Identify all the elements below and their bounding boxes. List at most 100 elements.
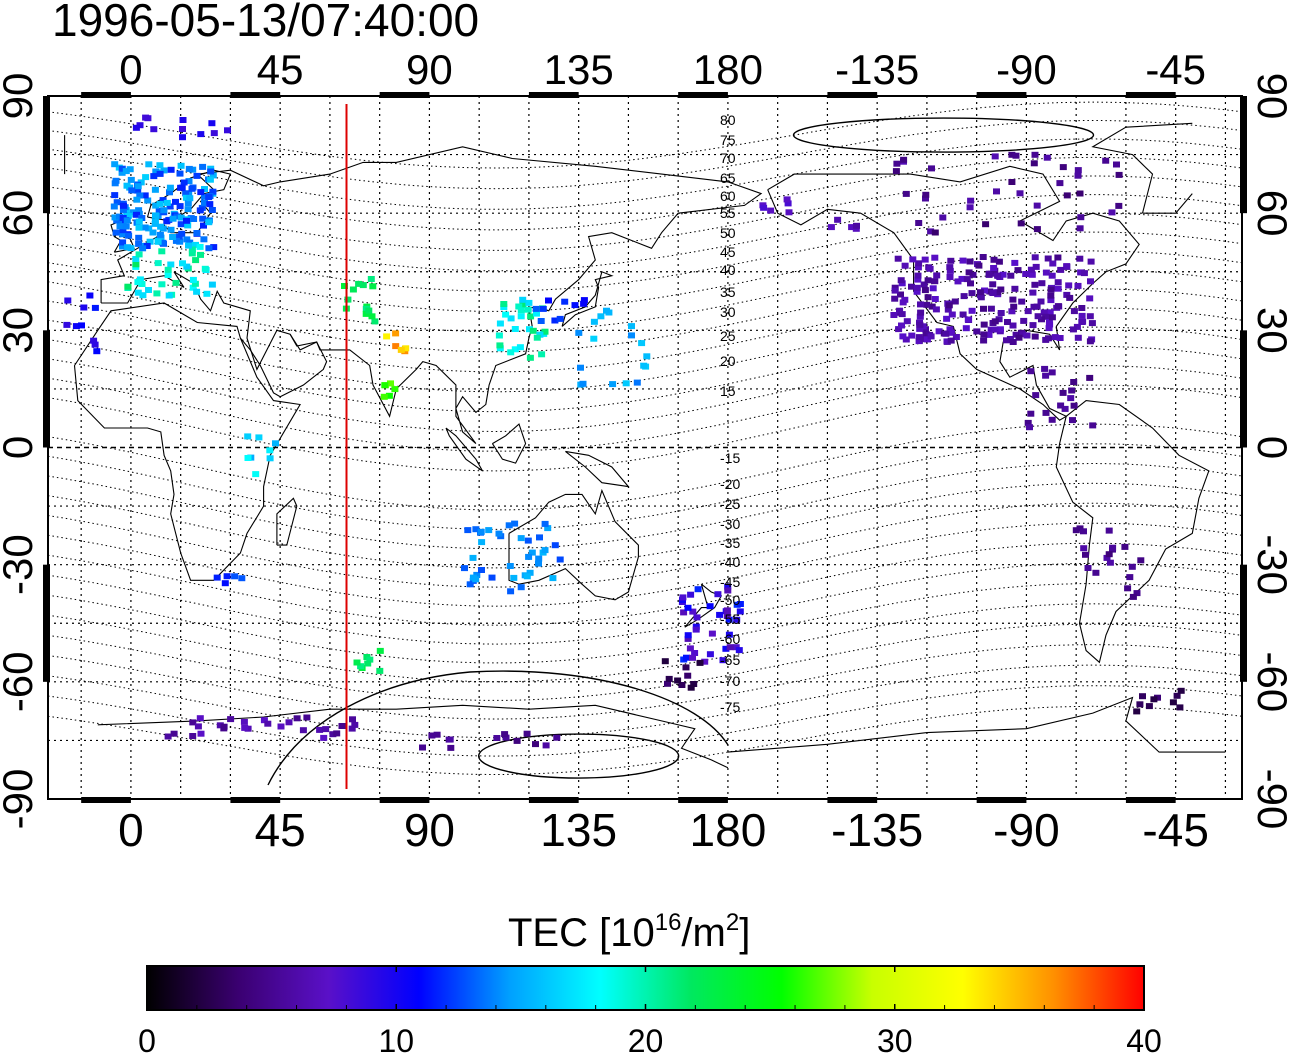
- tec-point: [172, 198, 179, 205]
- tec-point: [113, 199, 121, 206]
- tec-point: [1074, 334, 1082, 341]
- tec-point: [193, 172, 201, 179]
- tec-point: [1082, 551, 1089, 558]
- tec-point: [118, 165, 126, 172]
- coastline-path: [445, 427, 483, 472]
- tec-point: [962, 325, 970, 332]
- tec-point: [931, 278, 939, 285]
- tec-point: [136, 192, 144, 199]
- tec-point: [178, 230, 186, 237]
- tec-point: [1115, 202, 1123, 209]
- magnetic-latitude-contours: [47, 101, 1243, 786]
- tec-point: [1008, 151, 1016, 158]
- tec-point: [166, 184, 174, 191]
- tec-point: [1047, 286, 1055, 293]
- tec-point: [1061, 405, 1069, 412]
- tec-point: [1150, 696, 1158, 703]
- tec-point: [205, 219, 213, 226]
- tec-point: [466, 581, 474, 588]
- contour-label: 80: [720, 112, 736, 128]
- tec-point: [136, 122, 144, 129]
- tec-point: [517, 307, 525, 314]
- tec-point: [185, 165, 193, 172]
- tec-point: [179, 260, 186, 267]
- tec-point: [900, 156, 908, 163]
- tec-point: [932, 306, 940, 313]
- tec-point: [638, 340, 646, 347]
- tec-point: [924, 277, 932, 284]
- tec-point: [154, 238, 162, 245]
- tec-point: [1065, 282, 1073, 289]
- tec-point: [1009, 296, 1017, 303]
- tec-point: [157, 223, 165, 230]
- frame-band-top: [976, 92, 1027, 98]
- tec-point: [917, 309, 925, 316]
- tec-point: [980, 337, 988, 344]
- tec-point: [1056, 335, 1064, 341]
- tec-point: [223, 573, 231, 580]
- right-latitude-tick-label: -60: [1249, 651, 1292, 712]
- tec-point: [1086, 374, 1094, 381]
- tec-point: [967, 280, 974, 287]
- tec-point: [525, 299, 533, 306]
- tec-point: [902, 190, 910, 197]
- left-latitude-tick-label: 90: [0, 73, 41, 120]
- tec-point: [628, 332, 635, 339]
- tec-point: [640, 362, 648, 369]
- tec-point: [1074, 172, 1082, 179]
- tec-point: [200, 236, 208, 243]
- tec-point: [723, 613, 731, 619]
- tec-point: [528, 549, 536, 556]
- tec-point: [1129, 593, 1137, 600]
- tec-point: [143, 243, 151, 249]
- tec-point: [119, 206, 127, 213]
- tec-point: [535, 555, 543, 562]
- tec-point: [338, 723, 346, 729]
- tec-point: [240, 718, 248, 725]
- contour-label: -55: [720, 611, 740, 627]
- tec-point: [1037, 298, 1045, 305]
- tec-point: [517, 313, 525, 320]
- tec-point: [1057, 266, 1065, 273]
- tec-point: [760, 204, 768, 211]
- tec-point: [164, 272, 172, 278]
- tec-point: [590, 335, 598, 342]
- tec-point: [539, 305, 547, 312]
- tec-point: [392, 343, 400, 350]
- tec-point: [945, 302, 953, 309]
- tec-point: [964, 316, 972, 323]
- tec-point: [519, 302, 527, 308]
- tec-point: [784, 200, 792, 207]
- tec-point: [1033, 202, 1041, 209]
- tec-point: [517, 535, 525, 542]
- tec-point: [1009, 339, 1017, 345]
- frame-band-bottom: [81, 797, 131, 803]
- tec-point: [189, 719, 197, 726]
- tec-point: [205, 194, 213, 201]
- tec-point: [947, 329, 955, 336]
- tec-point: [1068, 387, 1076, 394]
- tec-point: [924, 294, 932, 301]
- tec-point: [137, 179, 145, 186]
- tec-point: [142, 174, 150, 181]
- tec-point: [571, 302, 579, 309]
- tec-point: [939, 214, 947, 221]
- colorbar-ticks: 0 10 20 30 40: [138, 966, 1162, 1057]
- tec-point: [1026, 424, 1033, 431]
- tec-point: [149, 229, 157, 236]
- frame-band-left: [43, 330, 50, 448]
- tec-point: [524, 306, 532, 313]
- tec-point: [896, 307, 904, 314]
- frame-band-bottom: [827, 797, 878, 803]
- tec-point: [367, 276, 375, 282]
- tec-point: [193, 288, 201, 295]
- tec-point: [156, 162, 164, 169]
- tec-point: [209, 172, 217, 179]
- tec-point: [538, 351, 546, 358]
- tec-point: [931, 254, 939, 261]
- tec-point: [1049, 260, 1057, 267]
- tec-point: [996, 326, 1004, 333]
- tec-point: [952, 334, 960, 340]
- tec-point: [196, 243, 204, 250]
- tec-point: [201, 265, 209, 272]
